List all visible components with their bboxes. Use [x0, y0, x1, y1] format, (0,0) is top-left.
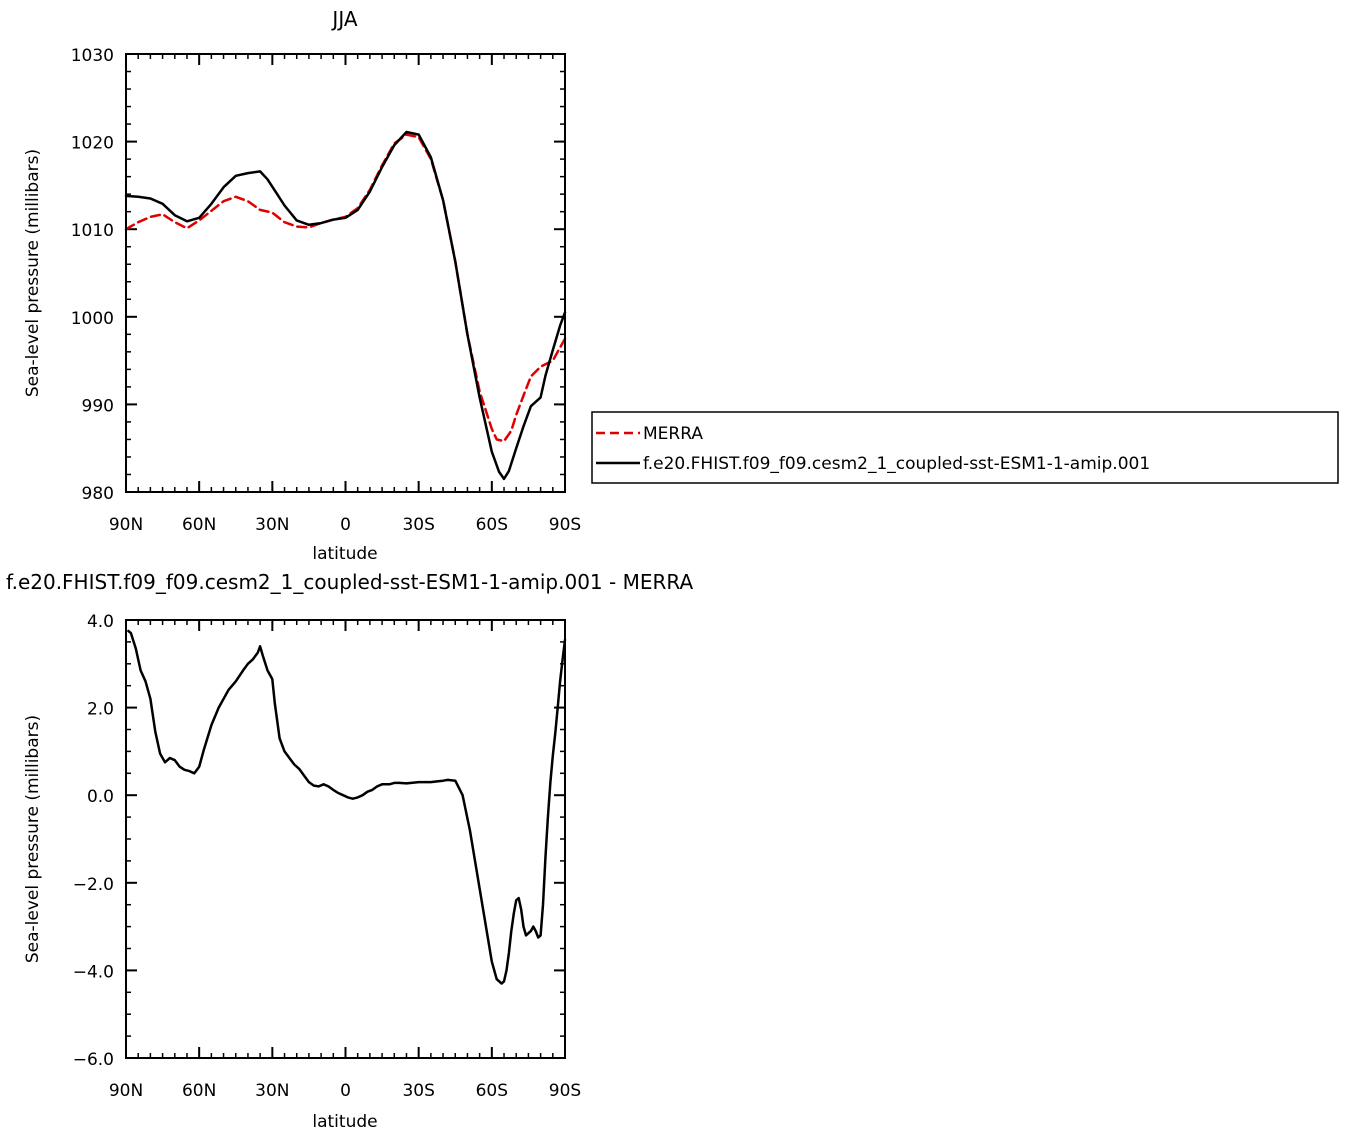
top-x-axis-label: latitude	[312, 544, 377, 564]
top-panel: JJA Sea-level pressure (millibars) latit…	[23, 7, 581, 564]
top-x-tick-label: 90S	[549, 515, 581, 535]
bottom-y-tick-label: 2.0	[87, 700, 114, 720]
top-x-tick-label: 30N	[255, 515, 289, 535]
top-y-tick-label: 980	[82, 484, 114, 504]
bottom-panel: f.e20.FHIST.f09_f09.cesm2_1_coupled-sst-…	[6, 570, 693, 1132]
bottom-y-tick-label: 4.0	[87, 612, 114, 632]
bottom-x-axis-label: latitude	[312, 1112, 377, 1132]
top-y-axis-label: Sea-level pressure (millibars)	[23, 149, 43, 397]
bottom-x-tick-label: 60S	[476, 1081, 508, 1101]
bottom-plot-frame	[125, 619, 566, 1059]
legend-label-merra: MERRA	[643, 424, 703, 444]
top-y-tick-label: 1000	[71, 309, 114, 329]
bottom-x-tick-label: 30N	[255, 1081, 289, 1101]
bottom-x-tick-label: 60N	[182, 1081, 216, 1101]
top-x-tick-label: 60N	[182, 515, 216, 535]
bottom-axis-ticks: 90N 60N 30N 0 30S 60S 90S −6.0 −4.0 −2.0 0.0 2.0 4.0	[73, 612, 582, 1101]
bottom-x-tick-label: 90N	[109, 1081, 143, 1101]
top-x-tick-label: 60S	[476, 515, 508, 535]
bottom-y-tick-label: −2.0	[73, 875, 114, 895]
bottom-y-tick-label: 0.0	[87, 787, 114, 807]
bottom-y-tick-label: −6.0	[73, 1050, 114, 1070]
top-x-tick-label: 0	[340, 515, 351, 535]
top-y-tick-label: 1030	[71, 46, 114, 66]
top-series-line-2	[124, 130, 567, 481]
legend-box	[591, 411, 1339, 484]
bottom-y-axis-label: Sea-level pressure (millibars)	[23, 715, 43, 963]
bottom-series-line-1	[127, 629, 567, 985]
bottom-x-tick-label: 90S	[549, 1081, 581, 1101]
top-x-tick-label: 90N	[109, 515, 143, 535]
legend-label-model: f.e20.FHIST.f09_f09.cesm2_1_coupled-sst-…	[643, 454, 1150, 474]
legend: MERRA f.e20.FHIST.f09_f09.cesm2_1_couple…	[591, 411, 1339, 484]
top-y-tick-label: 1010	[71, 221, 114, 241]
top-series-line-1	[124, 133, 567, 443]
bottom-x-tick-label: 0	[340, 1081, 351, 1101]
bottom-x-tick-label: 30S	[402, 1081, 434, 1101]
top-y-tick-label: 1020	[71, 134, 114, 154]
top-y-tick-label: 990	[82, 396, 114, 416]
bottom-data-lines	[127, 629, 567, 985]
top-chart-title: JJA	[330, 7, 357, 31]
top-x-tick-label: 30S	[402, 515, 434, 535]
top-axis-ticks: 90N 60N 30N 0 30S 60S 90S 980 990 1000 1010 1020 103…	[71, 46, 581, 535]
bottom-chart-title: f.e20.FHIST.f09_f09.cesm2_1_coupled-sst-…	[6, 570, 693, 594]
top-plot-frame	[125, 53, 566, 493]
top-data-lines	[124, 130, 567, 481]
bottom-y-tick-label: −4.0	[73, 962, 114, 982]
